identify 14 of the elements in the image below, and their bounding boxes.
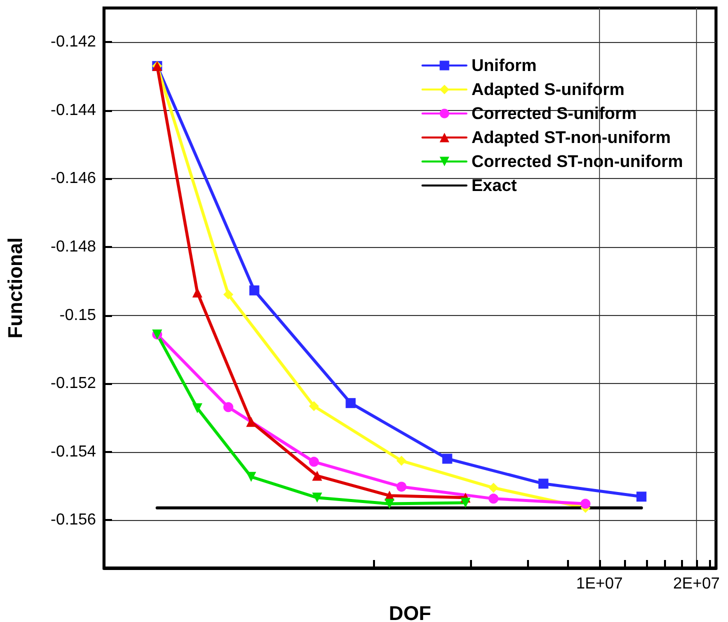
y-tick-label: -0.144 [50,102,96,119]
y-tick-label: -0.15 [60,306,96,324]
y-tick-label: -0.142 [50,34,96,51]
legend-label: Uniform [471,56,537,75]
y-tick-label: -0.148 [50,238,96,256]
x-tick-label: 2E+07 [673,576,720,592]
y-tick-label: -0.154 [50,443,96,460]
legend-label: Exact [471,176,518,195]
x-axis-title: DOF [388,603,432,622]
y-axis-title: Functional [5,237,27,339]
x-tick-label: 1E+07 [576,576,623,592]
y-tick-label: -0.156 [50,512,96,529]
y-tick-label: -0.152 [50,375,96,392]
y-tick-label: -0.146 [50,170,96,188]
